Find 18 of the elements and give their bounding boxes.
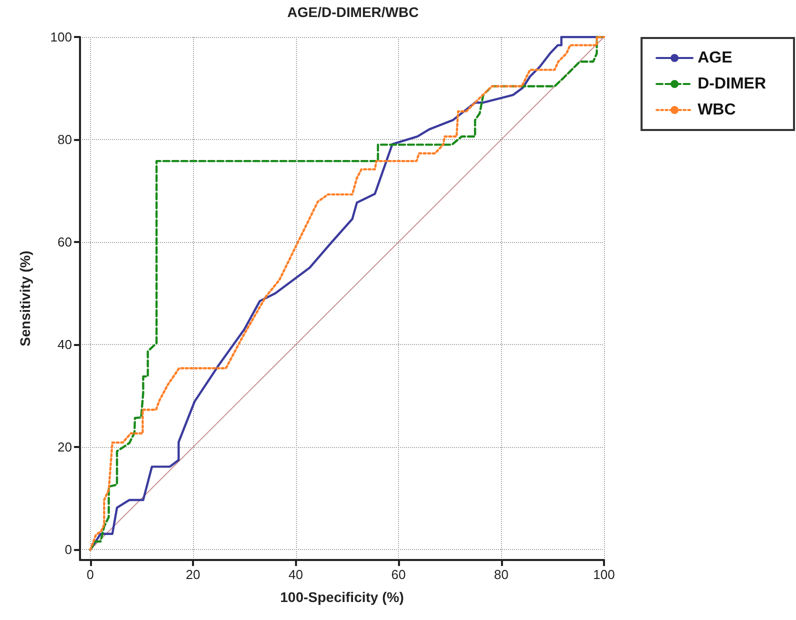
x-tick-label: 100 bbox=[593, 567, 615, 582]
x-tick-label: 80 bbox=[494, 567, 508, 582]
y-tick-label: 60 bbox=[58, 234, 72, 250]
y-tick-label: 80 bbox=[58, 132, 72, 148]
legend-label: WBC bbox=[698, 102, 736, 118]
x-tick-label: 20 bbox=[186, 567, 200, 582]
legend-label: AGE bbox=[698, 50, 733, 66]
y-tick-label: 0 bbox=[64, 542, 72, 558]
x-tick-label: 60 bbox=[391, 567, 406, 582]
y-tick-label: 20 bbox=[58, 440, 72, 455]
x-axis-title: 100-Specificity (%) bbox=[280, 589, 404, 605]
y-tick-label: 40 bbox=[58, 337, 72, 352]
legend-label: D-DIMER bbox=[698, 76, 766, 92]
x-tick-label: 40 bbox=[288, 567, 303, 582]
x-tick-label: 0 bbox=[86, 567, 94, 582]
chart-title: AGE/D-DIMER/WBC bbox=[287, 4, 419, 20]
y-axis-title: Sensitivity (%) bbox=[17, 250, 33, 346]
y-tick-label: 100 bbox=[50, 30, 72, 44]
